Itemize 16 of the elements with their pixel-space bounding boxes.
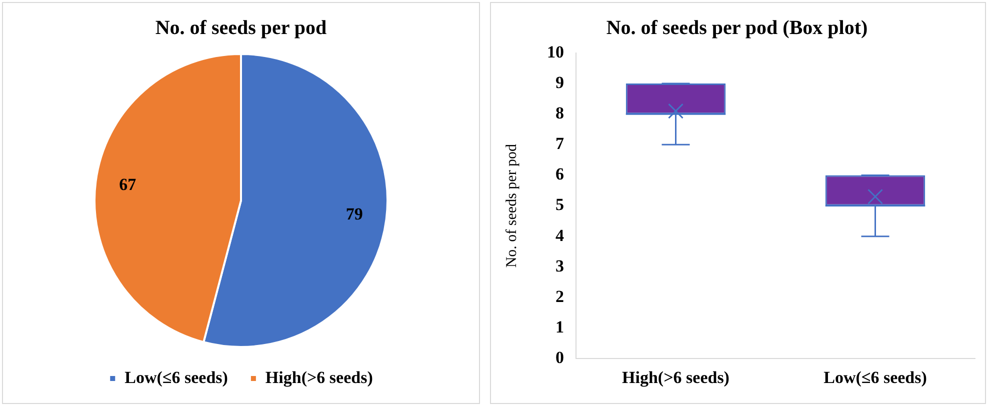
y-tick-label: 6 xyxy=(556,164,564,184)
y-tick-label: 9 xyxy=(556,72,564,92)
y-tick-label: 2 xyxy=(556,286,564,306)
y-tick-label: 1 xyxy=(556,317,564,336)
chart-title: No. of seeds per pod (Box plot) xyxy=(606,17,868,40)
y-tick-label: 5 xyxy=(556,195,564,214)
chart-title: No. of seeds per pod xyxy=(155,17,327,40)
y-axis-title: No. of seeds per pod xyxy=(504,143,520,268)
data-label: 67 xyxy=(119,175,137,194)
y-tick-label: 3 xyxy=(556,256,564,276)
y-tick-label: 0 xyxy=(556,348,564,367)
y-tick-label: 7 xyxy=(556,134,564,154)
y-tick-label: 8 xyxy=(556,104,564,123)
y-tick-label: 4 xyxy=(556,226,564,245)
y-tick-label: 10 xyxy=(547,42,564,62)
data-label: 79 xyxy=(346,204,363,224)
